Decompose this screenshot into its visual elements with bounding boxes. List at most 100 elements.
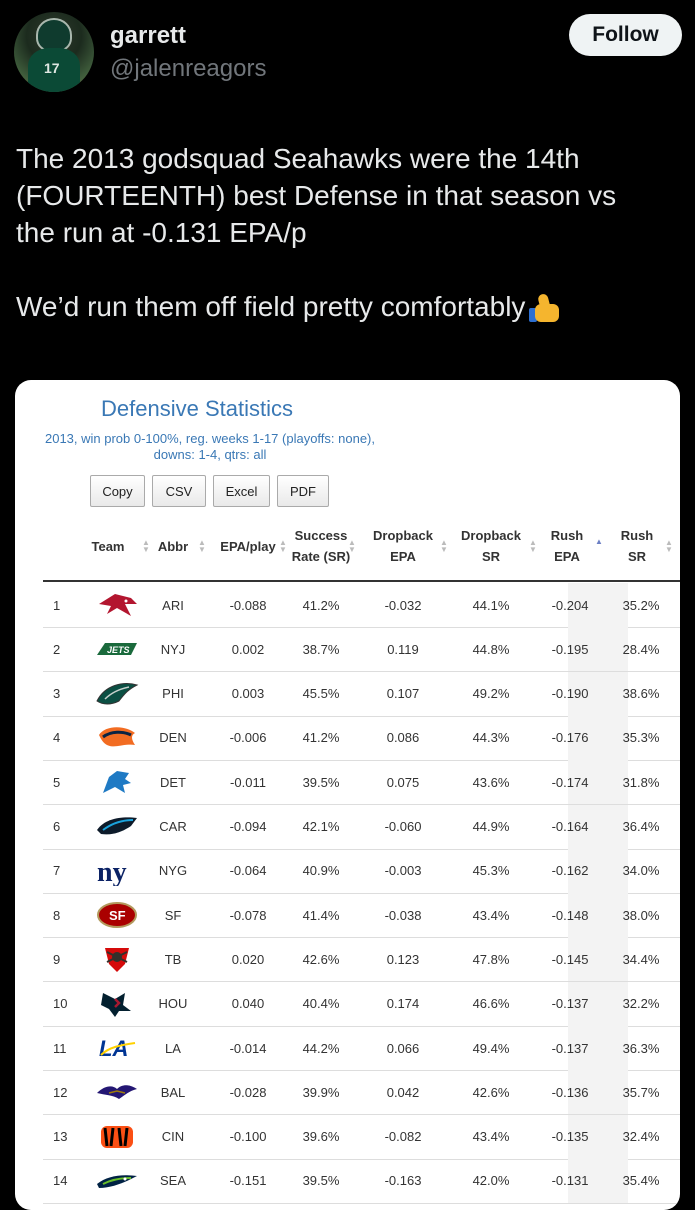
copy-button[interactable]: Copy xyxy=(90,475,145,507)
rush-sr-cell: 35.4% xyxy=(622,1173,660,1189)
rush-sr-cell: 34.4% xyxy=(622,951,660,967)
rank-cell: 10 xyxy=(53,996,68,1012)
broncos-logo xyxy=(87,716,147,760)
svg-text:JETS: JETS xyxy=(107,645,130,655)
table-row: 3 PHI 0.003 45.5% 0.107 49.2% -0.190 38.6% xyxy=(43,671,680,717)
column-header-dropback-sr[interactable]: Dropback SR xyxy=(461,528,521,564)
rush-epa-cell: -0.137 xyxy=(551,1040,589,1056)
column-header-dropback-epa[interactable]: Dropback EPA xyxy=(373,528,433,564)
rush-sr-cell: 31.8% xyxy=(622,774,660,790)
thumbs-up-icon xyxy=(529,292,563,324)
rush-epa-cell: -0.131 xyxy=(551,1173,589,1189)
dropback-sr-cell: 49.2% xyxy=(472,686,510,702)
bengals-logo xyxy=(87,1115,147,1159)
epa-play-cell: -0.094 xyxy=(229,819,267,834)
49ers-logo: SF xyxy=(87,893,147,937)
abbr-cell: CAR xyxy=(159,819,187,834)
csv-button[interactable]: CSV xyxy=(152,475,206,507)
column-header-rush-sr[interactable]: Rush SR xyxy=(620,528,654,564)
rank-cell: 13 xyxy=(53,1129,68,1145)
user-handle[interactable]: @jalenreagors xyxy=(110,55,267,82)
rush-sr-cell: 35.7% xyxy=(622,1084,660,1100)
buccaneers-logo xyxy=(87,937,147,981)
sorted-column-shade xyxy=(568,760,628,805)
follow-button[interactable]: Follow xyxy=(569,14,682,56)
abbr-cell: DEN xyxy=(159,730,187,746)
sorted-column-shade xyxy=(568,848,628,893)
sort-icon[interactable]: ▲ ▼ xyxy=(348,538,356,554)
abbr-cell: SEA xyxy=(159,1173,186,1189)
dropback-epa-cell: -0.032 xyxy=(384,597,422,613)
tweet-line: The 2013 godsquad Seahawks were the 14th xyxy=(16,143,580,174)
rush-sr-cell: 38.6% xyxy=(622,686,660,702)
sorted-column-shade xyxy=(568,1026,628,1070)
table-title: Defensive Statistics xyxy=(101,396,293,421)
rush-epa-cell: -0.148 xyxy=(551,907,589,923)
dropback-epa-cell: -0.038 xyxy=(384,907,422,923)
dropback-epa-cell: 0.042 xyxy=(386,1084,420,1100)
dropback-epa-cell: -0.163 xyxy=(384,1173,422,1189)
seahawks-logo xyxy=(87,1159,147,1203)
column-header-team[interactable]: Team xyxy=(91,538,125,554)
dropback-sr-cell: 44.8% xyxy=(472,641,510,657)
jets-logo: JETS xyxy=(87,627,147,671)
table-row: 1 ARI -0.088 41.2% -0.032 44.1% -0.204 35.2% xyxy=(43,583,680,628)
epa-play-cell: -0.078 xyxy=(229,907,267,923)
table-subtitle: 2013, win prob 0-100%, reg. weeks 1-17 (… xyxy=(44,431,375,462)
rush-epa-cell: -0.162 xyxy=(551,863,589,879)
abbr-cell: NYJ xyxy=(160,641,186,657)
sort-ascending-icon[interactable]: ▲ xyxy=(595,537,603,546)
success-rate-cell: 40.9% xyxy=(302,863,340,879)
dropback-sr-cell: 46.6% xyxy=(472,996,510,1012)
success-rate-cell: 38.7% xyxy=(302,641,340,657)
success-rate-cell: 39.9% xyxy=(302,1084,340,1100)
sort-icon[interactable]: ▲ ▼ xyxy=(142,538,150,554)
column-header-rush-epa[interactable]: Rush EPA xyxy=(550,528,584,564)
sort-icon[interactable]: ▲ ▼ xyxy=(279,538,287,554)
sort-icon[interactable]: ▲ ▼ xyxy=(529,538,537,554)
table-row: 10 HOU 0.040 40.4% 0.174 46.6% -0.137 32.2% xyxy=(43,981,680,1027)
rank-cell: 8 xyxy=(53,907,61,923)
success-rate-cell: 39.6% xyxy=(302,1129,340,1145)
table-row: 13 CIN -0.100 39.6% -0.082 43.4% -0.135 32.4% xyxy=(43,1114,680,1160)
pdf-button[interactable]: PDF xyxy=(277,475,329,507)
sorted-column-shade xyxy=(568,1114,628,1159)
sort-icon[interactable]: ▲ ▼ xyxy=(198,538,206,554)
rush-sr-cell: 35.3% xyxy=(622,730,660,746)
excel-button[interactable]: Excel xyxy=(213,475,270,507)
column-header-epa-play[interactable]: EPA/play xyxy=(220,538,276,554)
success-rate-cell: 41.4% xyxy=(302,907,340,923)
rush-sr-cell: 32.4% xyxy=(622,1129,660,1145)
success-rate-cell: 40.4% xyxy=(302,996,340,1012)
avatar[interactable]: 17 xyxy=(14,12,94,92)
epa-play-cell: -0.088 xyxy=(229,597,267,613)
epa-play-cell: -0.014 xyxy=(229,1040,267,1056)
column-header-success-rate[interactable]: Success Rate (SR) xyxy=(291,528,351,564)
success-rate-cell: 45.5% xyxy=(302,686,340,702)
table-row: 7 ny NYG -0.064 40.9% -0.003 45.3% -0.162 34.0% xyxy=(43,848,680,894)
sort-icon[interactable]: ▲ ▼ xyxy=(665,538,673,554)
abbr-cell: NYG xyxy=(158,863,188,879)
media-image[interactable]: Defensive Statistics 2013, win prob 0-10… xyxy=(15,380,680,1210)
epa-play-cell: -0.006 xyxy=(229,730,267,746)
rank-cell: 2 xyxy=(53,641,61,657)
rank-cell: 12 xyxy=(53,1084,68,1100)
rank-cell: 7 xyxy=(53,863,61,879)
rush-sr-cell: 28.4% xyxy=(622,641,660,657)
rush-epa-cell: -0.135 xyxy=(551,1129,589,1145)
dropback-sr-cell: 43.4% xyxy=(472,907,510,923)
rush-sr-cell: 36.4% xyxy=(622,819,660,834)
abbr-cell: ARI xyxy=(162,597,184,613)
eagles-logo xyxy=(87,672,147,716)
dropback-epa-cell: -0.082 xyxy=(384,1129,422,1145)
table-row: 12 BAL -0.028 39.9% 0.042 42.6% -0.136 35.7% xyxy=(43,1070,680,1116)
table-row: 2 JETS NYJ 0.002 38.7% 0.119 44.8% -0.195 28.4% xyxy=(43,627,680,673)
rush-epa-cell: -0.204 xyxy=(551,597,589,613)
table-row: 4 DEN -0.006 41.2% 0.086 44.3% -0.176 35.3% xyxy=(43,715,680,761)
display-name[interactable]: garrett xyxy=(110,22,187,49)
success-rate-cell: 42.1% xyxy=(302,819,340,834)
tweet-line: We’d run them off field pretty comfortab… xyxy=(16,291,526,322)
column-header-abbr[interactable]: Abbr xyxy=(157,538,189,554)
abbr-cell: CIN xyxy=(161,1129,185,1145)
sort-icon[interactable]: ▲ ▼ xyxy=(440,538,448,554)
